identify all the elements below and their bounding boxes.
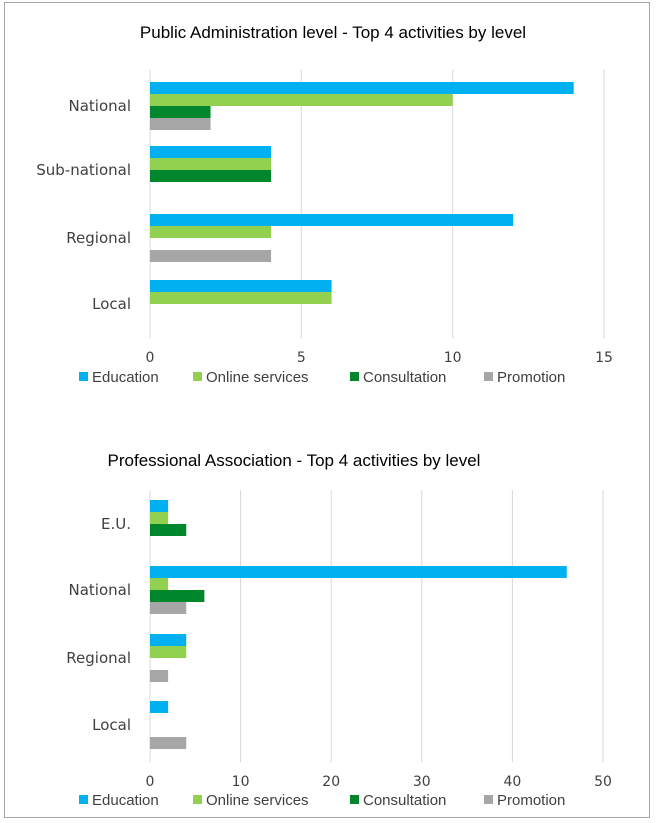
category-label: Regional <box>66 229 131 247</box>
category-label: Local <box>92 295 131 313</box>
category-label: Regional <box>66 649 131 667</box>
x-tick-label: 5 <box>297 350 306 366</box>
legend-label: Education <box>92 369 159 386</box>
x-tick-label: 10 <box>232 774 250 790</box>
bar-promotion <box>150 737 187 749</box>
category-label: Sub-national <box>36 161 131 179</box>
x-tick-label: 40 <box>503 774 521 790</box>
chart-public-administration: Public Administration level - Top 4 acti… <box>36 23 613 386</box>
category-label: Local <box>92 716 131 734</box>
bar-education <box>150 500 169 512</box>
chart-title: Professional Association - Top 4 activit… <box>108 451 481 470</box>
bar-consultation <box>150 106 211 118</box>
legend-swatch <box>484 372 493 381</box>
category-label: E.U. <box>101 515 131 533</box>
bar-education <box>150 280 332 292</box>
legend-label: Consultation <box>363 369 446 386</box>
chart-title: Public Administration level - Top 4 acti… <box>140 23 526 42</box>
category-label: National <box>68 581 131 599</box>
legend-label: Education <box>92 792 159 809</box>
category-label: National <box>68 97 131 115</box>
bar-online-services <box>150 226 272 238</box>
legend-label: Promotion <box>497 369 565 386</box>
bar-education <box>150 146 272 158</box>
legend-swatch <box>484 795 493 804</box>
bar-education <box>150 701 169 713</box>
legend-swatch <box>193 795 202 804</box>
legend-label: Consultation <box>363 792 446 809</box>
bar-online-services <box>150 94 453 106</box>
legend-swatch <box>79 795 88 804</box>
bar-online-services <box>150 578 169 590</box>
x-tick-label: 0 <box>146 350 155 366</box>
legend-label: Promotion <box>497 792 565 809</box>
bar-education <box>150 214 514 226</box>
legend-label: Online services <box>206 369 309 386</box>
bar-promotion <box>150 250 272 262</box>
legend-swatch <box>79 372 88 381</box>
bar-education <box>150 634 187 646</box>
bar-promotion <box>150 118 211 130</box>
x-tick-label: 20 <box>322 774 340 790</box>
bar-online-services <box>150 158 272 170</box>
bar-education <box>150 82 574 94</box>
legend-swatch <box>350 372 359 381</box>
bar-promotion <box>150 670 169 682</box>
bar-online-services <box>150 512 169 524</box>
legend-swatch <box>193 372 202 381</box>
bar-promotion <box>150 602 187 614</box>
x-tick-label: 30 <box>413 774 431 790</box>
bar-online-services <box>150 292 332 304</box>
bar-online-services <box>150 646 187 658</box>
x-tick-label: 50 <box>594 774 612 790</box>
bar-consultation <box>150 170 272 182</box>
bar-consultation <box>150 524 187 536</box>
legend-label: Online services <box>206 792 309 809</box>
bar-consultation <box>150 590 205 602</box>
chart-professional-association: Professional Association - Top 4 activit… <box>66 451 612 809</box>
chart-frame <box>4 2 650 818</box>
bar-education <box>150 566 567 578</box>
x-tick-label: 10 <box>444 350 462 366</box>
x-tick-label: 0 <box>146 774 155 790</box>
legend-swatch <box>350 795 359 804</box>
x-tick-label: 15 <box>595 350 613 366</box>
